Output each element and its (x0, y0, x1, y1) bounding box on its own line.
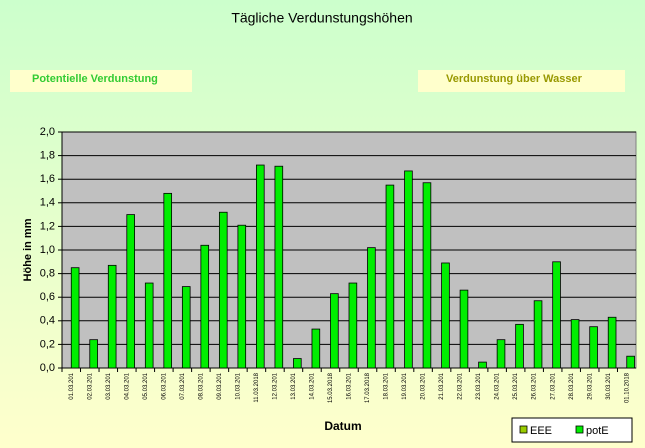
x-tick-label: 14.03.201 (310, 372, 316, 399)
bar (293, 358, 302, 369)
x-axis-label: Datum (324, 419, 361, 433)
x-tick-label: 26.03.201 (532, 372, 538, 399)
x-tick-label: 01.03.201 (69, 372, 75, 399)
y-tick-label: 0,0 (40, 362, 55, 374)
x-tick-label: 27.03.201 (550, 372, 556, 399)
y-tick-label: 1,0 (40, 244, 55, 256)
bar (441, 262, 450, 369)
annotation: Potentielle Verdunstung (32, 73, 158, 85)
bar (404, 170, 413, 369)
legend-swatch (575, 425, 584, 434)
x-tick-label: 29.03.201 (587, 372, 593, 399)
bar (348, 282, 358, 369)
bar (89, 339, 98, 369)
y-tick-label: 1,8 (40, 150, 55, 162)
x-tick-label: 11.03.2018 (254, 372, 260, 402)
annotation-box (10, 70, 192, 92)
x-tick-label: 09.03.201 (217, 372, 223, 399)
legend-swatch (519, 425, 528, 434)
y-tick-label: 1,4 (40, 197, 55, 209)
bar (552, 261, 561, 369)
bar (496, 339, 506, 369)
bar (515, 323, 524, 369)
y-tick-label: 0,6 (40, 291, 55, 303)
y-tick-label: 0,8 (40, 268, 55, 280)
x-tick-label: 22.03.201 (458, 372, 464, 399)
bar (385, 184, 395, 369)
bar (107, 264, 117, 369)
x-tick-label: 17.03.2018 (365, 372, 371, 403)
bar (274, 165, 284, 369)
x-tick-label: 08.03.201 (198, 372, 204, 399)
y-tick-label: 1,2 (40, 220, 55, 232)
x-tick-label: 18.03.201 (384, 372, 390, 399)
x-tick-label: 30.03.201 (606, 372, 612, 399)
bar (459, 289, 469, 369)
x-tick-label: 02.03.201 (87, 372, 93, 399)
y-tick-label: 1,6 (40, 173, 55, 185)
x-tick-label: 24.03.201 (495, 372, 501, 399)
bar (607, 316, 617, 369)
bar (570, 319, 580, 369)
x-tick-label: 16.03.201 (347, 372, 353, 399)
bar (589, 326, 598, 369)
x-tick-label: 20.03.201 (421, 372, 427, 399)
bar (70, 267, 80, 369)
bar (237, 224, 247, 369)
y-tick-label: 2,0 (40, 126, 55, 138)
annotation: Verdunstung über Wasser (446, 73, 583, 85)
x-tick-label: 28.03.201 (569, 372, 575, 399)
x-tick-label: 03.03.201 (106, 372, 112, 399)
legend-label: potE (586, 425, 609, 437)
x-tick-label: 19.03.201 (402, 372, 408, 399)
annotation-box (418, 70, 625, 92)
bar (533, 300, 543, 369)
x-tick-label: 23.03.201 (476, 372, 482, 399)
bar (367, 247, 376, 369)
bar (181, 286, 191, 369)
bar (144, 282, 154, 369)
bar (626, 355, 635, 369)
x-tick-label: 06.03.201 (161, 372, 167, 399)
bar (311, 328, 321, 369)
x-tick-label: 07.03.201 (180, 372, 186, 399)
bar (163, 192, 173, 369)
x-tick-label: 05.03.201 (143, 372, 149, 399)
legend (511, 417, 633, 443)
y-axis-label: Höhe in mm (22, 218, 34, 281)
bar (256, 164, 265, 369)
y-tick-label: 0,2 (40, 338, 55, 350)
bar (126, 214, 135, 369)
legend-label: EEE (530, 425, 552, 437)
bar (422, 182, 432, 369)
x-tick-label: 13.03.201 (291, 372, 297, 399)
x-tick-label: 25.03.201 (513, 372, 519, 399)
x-tick-label: 01.10.2018 (624, 372, 630, 403)
x-tick-label: 10.03.201 (235, 372, 241, 399)
bar (218, 211, 228, 369)
bar (330, 293, 339, 369)
chart-title: Tägliche Verdunstungshöhen (231, 10, 412, 26)
x-tick-label: 21.03.201 (439, 372, 445, 399)
x-tick-label: 15.03.2018 (328, 372, 334, 403)
bar (200, 244, 210, 369)
x-tick-label: 04.03.201 (124, 372, 130, 399)
x-tick-label: 12.03.201 (273, 372, 279, 399)
bar (478, 361, 487, 369)
y-tick-label: 0,4 (40, 315, 55, 327)
